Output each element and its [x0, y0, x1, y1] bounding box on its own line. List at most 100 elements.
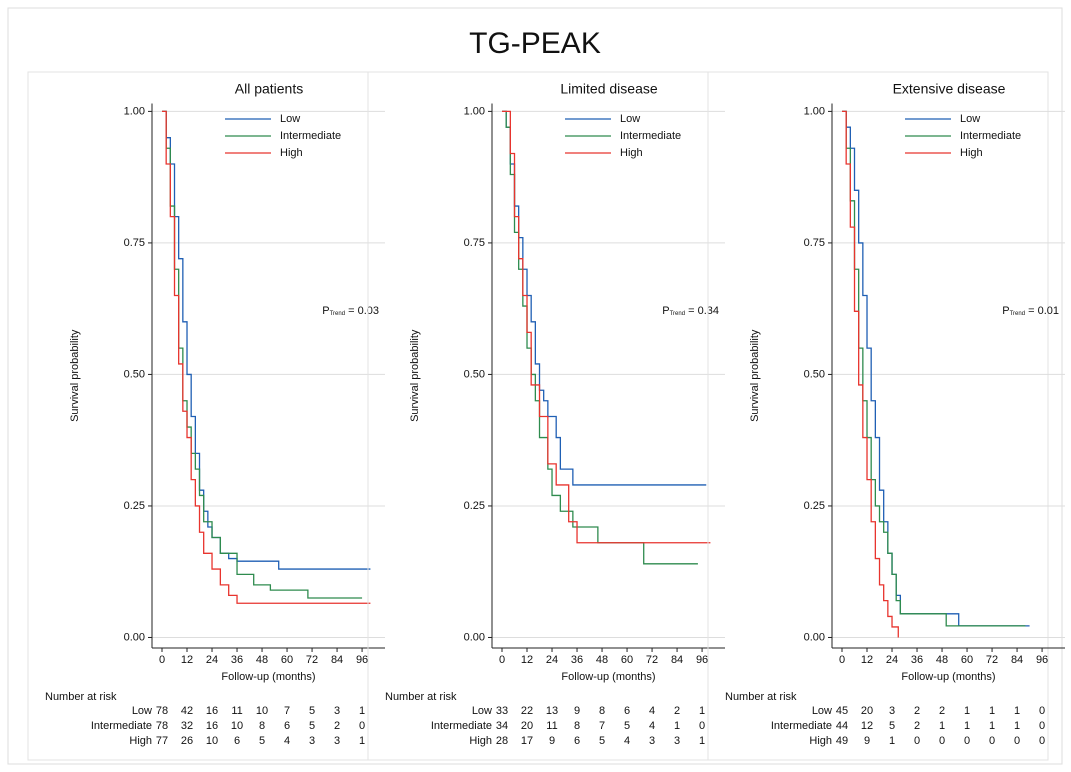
risk-count: 22 [521, 705, 533, 717]
legend-label: Low [620, 113, 640, 125]
risk-count: 6 [624, 705, 630, 717]
risk-count: 78 [156, 705, 168, 717]
y-tick-label: 1.00 [804, 105, 825, 117]
risk-count: 20 [521, 720, 533, 732]
risk-row-label: Intermediate [771, 720, 832, 732]
x-tick-label: 48 [256, 654, 268, 666]
panel [707, 71, 1049, 761]
risk-title: Number at risk [725, 691, 797, 703]
risk-count: 16 [206, 705, 218, 717]
y-tick-label: 1.00 [124, 105, 145, 117]
survival-curve [502, 110, 707, 486]
risk-count: 6 [574, 735, 580, 747]
p-trend-value: = 0.34 [685, 305, 719, 317]
risk-count: 3 [889, 705, 895, 717]
x-tick-label: 12 [861, 654, 873, 666]
risk-count: 9 [549, 735, 555, 747]
risk-count: 45 [836, 705, 848, 717]
risk-count: 44 [836, 720, 848, 732]
risk-count: 4 [649, 705, 655, 717]
risk-row-label: High [469, 735, 492, 747]
risk-count: 0 [699, 720, 705, 732]
risk-count: 0 [964, 735, 970, 747]
y-tick-label: 0.25 [464, 500, 485, 512]
y-tick-label: 0.50 [464, 368, 485, 380]
risk-count: 7 [599, 720, 605, 732]
legend-label: Intermediate [960, 130, 1021, 142]
risk-count: 5 [309, 720, 315, 732]
risk-count: 8 [574, 720, 580, 732]
panel-title: All patients [235, 81, 303, 97]
risk-count: 8 [259, 720, 265, 732]
legend-label: Low [960, 113, 980, 125]
x-tick-label: 24 [886, 654, 898, 666]
p-trend: PTrend = 0.03 [322, 305, 379, 317]
risk-row-label: Low [132, 705, 152, 717]
risk-count: 1 [964, 705, 970, 717]
risk-count: 2 [939, 705, 945, 717]
p-trend: PTrend = 0.34 [662, 305, 719, 317]
risk-count: 5 [889, 720, 895, 732]
risk-count: 1 [889, 735, 895, 747]
risk-count: 9 [864, 735, 870, 747]
x-tick-label: 36 [231, 654, 243, 666]
risk-count: 1 [1014, 705, 1020, 717]
p-trend-sub: Trend [330, 311, 345, 317]
risk-count: 3 [674, 735, 680, 747]
risk-count: 3 [309, 735, 315, 747]
risk-count: 2 [674, 705, 680, 717]
risk-count: 17 [521, 735, 533, 747]
x-tick-label: 60 [281, 654, 293, 666]
p-trend-p: P [1002, 305, 1009, 317]
x-tick-label: 36 [571, 654, 583, 666]
risk-count: 4 [284, 735, 290, 747]
risk-count: 26 [181, 735, 193, 747]
risk-count: 0 [1014, 735, 1020, 747]
y-axis-label: Survival probability [409, 329, 421, 422]
risk-count: 1 [699, 705, 705, 717]
x-tick-label: 12 [521, 654, 533, 666]
risk-count: 12 [861, 720, 873, 732]
risk-count: 7 [284, 705, 290, 717]
risk-count: 20 [861, 705, 873, 717]
x-tick-label: 12 [181, 654, 193, 666]
y-tick-label: 0.25 [804, 500, 825, 512]
risk-count: 5 [624, 720, 630, 732]
panel-title: Limited disease [560, 81, 657, 97]
risk-count: 10 [206, 735, 218, 747]
risk-count: 49 [836, 735, 848, 747]
y-tick-label: 0.75 [464, 237, 485, 249]
y-axis-label: Survival probability [69, 329, 81, 422]
legend-label: Intermediate [280, 130, 341, 142]
p-trend-value: = 0.01 [1025, 305, 1059, 317]
risk-count: 1 [674, 720, 680, 732]
risk-count: 32 [181, 720, 193, 732]
risk-count: 3 [334, 705, 340, 717]
y-axis-label: Survival probability [749, 329, 761, 422]
risk-count: 0 [939, 735, 945, 747]
risk-count: 5 [259, 735, 265, 747]
risk-title: Number at risk [385, 691, 457, 703]
x-tick-label: 36 [911, 654, 923, 666]
x-tick-label: 84 [671, 654, 683, 666]
p-trend-p: P [662, 305, 669, 317]
survival-curve [162, 110, 371, 604]
risk-count: 6 [234, 735, 240, 747]
y-tick-label: 1.00 [464, 105, 485, 117]
x-tick-label: 60 [621, 654, 633, 666]
legend-label: High [620, 147, 643, 159]
x-axis-label: Follow-up (months) [901, 671, 995, 683]
p-trend: PTrend = 0.01 [1002, 305, 1059, 317]
x-tick-label: 72 [986, 654, 998, 666]
y-tick-label: 0.50 [804, 368, 825, 380]
risk-count: 28 [496, 735, 508, 747]
y-tick-label: 0.00 [804, 631, 825, 643]
risk-count: 5 [599, 735, 605, 747]
x-tick-label: 48 [936, 654, 948, 666]
p-trend-p: P [322, 305, 329, 317]
y-tick-label: 0.75 [804, 237, 825, 249]
survival-curve [162, 110, 371, 570]
survival-curve [842, 110, 1030, 627]
risk-count: 10 [256, 705, 268, 717]
risk-count: 1 [1014, 720, 1020, 732]
